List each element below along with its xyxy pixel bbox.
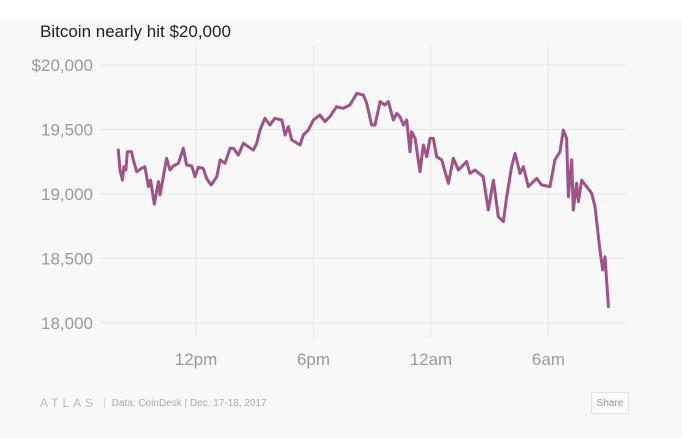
chart-panel bbox=[0, 18, 682, 438]
chart-title: Bitcoin nearly hit $20,000 bbox=[40, 22, 231, 41]
share-button[interactable]: Share bbox=[591, 392, 629, 414]
footer-separator: | bbox=[103, 397, 106, 409]
x-tick-label: 6pm bbox=[297, 350, 330, 369]
y-tick-label: 18,000 bbox=[41, 314, 93, 333]
price-line bbox=[116, 91, 610, 309]
x-tick-label: 12am bbox=[410, 350, 453, 369]
atlas-logo[interactable]: ATLAS bbox=[40, 396, 98, 410]
source-note: Data: CoinDesk | Dec. 17-18, 2017 bbox=[111, 397, 267, 409]
x-tick-label: 6am bbox=[532, 350, 565, 369]
x-tick-label: 12pm bbox=[175, 350, 218, 369]
y-tick-label: 18,500 bbox=[41, 250, 93, 269]
y-tick-label: 19,000 bbox=[41, 185, 93, 204]
y-tick-label: 19,500 bbox=[41, 121, 93, 140]
y-tick-label: $20,000 bbox=[32, 56, 93, 75]
chart-footer: ATLAS | Data: CoinDesk | Dec. 17-18, 201… bbox=[40, 396, 267, 410]
